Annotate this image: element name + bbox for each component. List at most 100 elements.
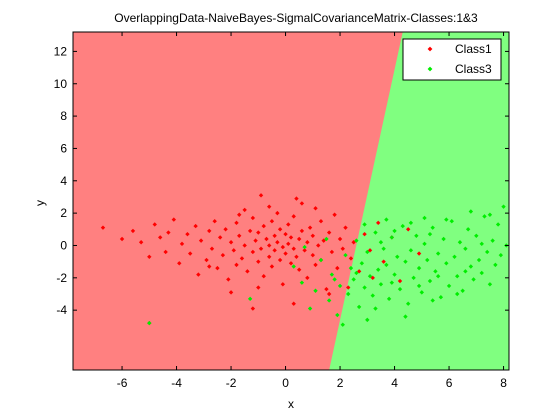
class1-point xyxy=(245,269,250,274)
class1-point xyxy=(119,236,125,242)
class1-point xyxy=(212,219,217,224)
class3-point xyxy=(460,288,465,293)
legend: Class1 Class3 xyxy=(402,38,502,81)
class1-point xyxy=(267,254,272,259)
class1-point xyxy=(305,275,310,281)
class1-point xyxy=(376,220,381,226)
class3-point xyxy=(474,233,479,238)
class3-points xyxy=(147,204,509,327)
class1-point xyxy=(166,230,171,235)
class3-point xyxy=(487,212,493,217)
class1-point xyxy=(305,240,310,245)
legend-label: Class1 xyxy=(455,42,492,56)
class3-point xyxy=(455,291,460,297)
class3-point xyxy=(444,261,449,266)
class3-point xyxy=(324,236,329,242)
class3-point xyxy=(422,241,427,247)
class3-point xyxy=(389,235,395,240)
class3-point xyxy=(427,231,433,237)
class3-point xyxy=(397,286,403,292)
class3-point xyxy=(438,295,444,300)
class3-point xyxy=(403,314,408,319)
class3-point xyxy=(405,301,411,306)
class1-point xyxy=(267,243,272,248)
class3-point xyxy=(430,225,435,230)
class1-point xyxy=(152,222,157,227)
class3-point xyxy=(386,296,392,302)
class3-point xyxy=(449,219,454,224)
class3-point xyxy=(403,259,408,264)
class3-point xyxy=(452,254,457,259)
class3-point xyxy=(384,262,389,268)
class1-point xyxy=(291,214,296,219)
class1-point xyxy=(348,256,354,261)
class1-point xyxy=(283,231,288,237)
class3-point xyxy=(378,282,384,287)
class3-point xyxy=(493,262,498,268)
class1-point xyxy=(228,240,234,245)
class3-region xyxy=(329,32,509,370)
class3-point xyxy=(419,290,424,295)
class1-point xyxy=(346,285,351,290)
class1-point xyxy=(223,227,228,232)
class3-point xyxy=(427,278,433,284)
class1-point xyxy=(335,265,340,271)
x-tick-label: 0 xyxy=(282,376,289,390)
class3-point xyxy=(302,244,307,250)
class1-point xyxy=(171,217,177,222)
class1-point xyxy=(326,291,332,297)
class3-point xyxy=(411,275,416,281)
class1-point xyxy=(294,196,299,201)
class1-point xyxy=(253,238,258,243)
class1-point xyxy=(187,251,193,256)
class1-point xyxy=(239,256,245,261)
class1-point xyxy=(307,225,313,230)
class3-point xyxy=(147,320,152,326)
class1-point xyxy=(286,241,291,247)
x-tick-label: -6 xyxy=(117,376,128,390)
y-tick-label: 10 xyxy=(54,77,68,91)
class1-point xyxy=(237,212,242,217)
class3-point xyxy=(359,261,365,266)
class3-point xyxy=(346,291,351,297)
class3-point xyxy=(495,222,501,227)
class3-point xyxy=(354,270,359,276)
class1-point xyxy=(291,246,296,251)
class3-point xyxy=(299,280,305,285)
class3-point xyxy=(389,280,395,285)
class3-point xyxy=(498,252,504,258)
class1-point xyxy=(277,257,283,263)
class3-point xyxy=(468,264,474,269)
class1-point xyxy=(258,193,264,198)
class1-point xyxy=(209,246,215,251)
class1-point xyxy=(340,246,345,251)
class1-point xyxy=(264,236,269,242)
class1-point xyxy=(147,254,152,259)
class3-point xyxy=(370,293,375,298)
class1-point xyxy=(381,259,386,264)
class1-point xyxy=(294,254,299,259)
class3-point xyxy=(400,223,405,229)
class3-point xyxy=(430,298,435,303)
x-axis-ticks: -6 -4 -2 0 2 4 6 8 xyxy=(117,32,507,390)
class1-point xyxy=(272,233,277,238)
class1-point xyxy=(256,230,261,235)
y-tick-label: 2 xyxy=(60,206,67,220)
class1-point xyxy=(310,233,315,238)
class3-point xyxy=(487,282,493,287)
class1-point xyxy=(234,262,239,268)
class3-point xyxy=(247,296,253,302)
class3-point xyxy=(384,217,389,222)
class3-point xyxy=(367,274,373,279)
plot-area xyxy=(73,32,509,370)
y-tick-label: 8 xyxy=(60,109,67,123)
class1-point xyxy=(250,306,256,311)
class1-point xyxy=(324,286,329,292)
class1-point xyxy=(280,282,286,287)
x-tick-label: -4 xyxy=(171,376,182,390)
class1-point xyxy=(261,223,266,229)
class3-point xyxy=(365,249,370,255)
class3-point xyxy=(354,238,359,243)
class1-point xyxy=(185,231,190,237)
